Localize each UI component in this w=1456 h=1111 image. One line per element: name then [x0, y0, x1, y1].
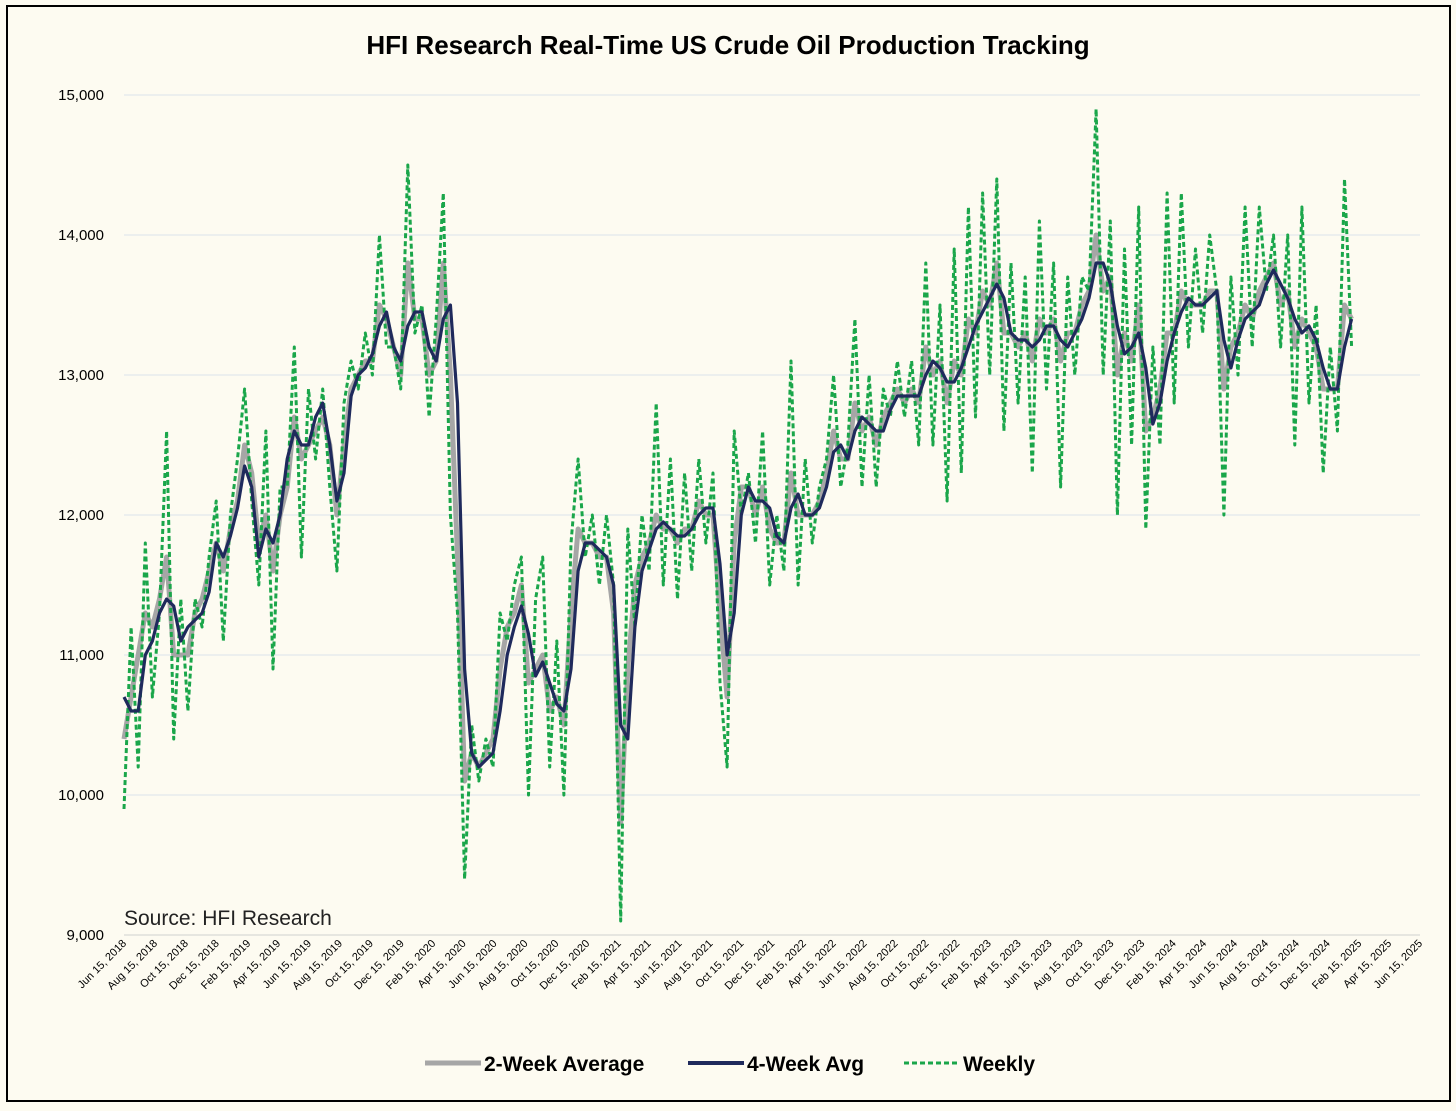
series-4-week-avg-line — [122, 261, 1354, 769]
chart-frame — [6, 5, 1451, 1102]
series-2-week-average-line — [121, 232, 1354, 826]
y-axis-ticks: 9,000 10,000 11,000 12,000 13,000 14,000 15,00… — [58, 87, 104, 944]
y-tick-label: 13,000 — [58, 367, 104, 384]
legend: 2-Week Average 4-Week Avg Weekly — [425, 1053, 1035, 1076]
y-tick-label: 15,000 — [58, 87, 104, 104]
source-annotation: Source: HFI Research — [124, 907, 332, 930]
series-lines — [121, 107, 1354, 923]
y-tick-label: 10,000 — [58, 787, 104, 804]
legend-weekly-label: Weekly — [963, 1053, 1035, 1076]
series-weekly-line — [122, 107, 1354, 923]
gridlines — [124, 94, 1420, 936]
y-tick-label: 12,000 — [58, 507, 104, 524]
chart-title: HFI Research Real-Time US Crude Oil Prod… — [366, 30, 1089, 60]
y-tick-label: 9,000 — [66, 927, 104, 944]
y-tick-label: 14,000 — [58, 227, 104, 244]
legend-2-week-average-label: 2-Week Average — [484, 1053, 644, 1076]
y-tick-label: 11,000 — [59, 647, 104, 664]
legend-4-week-avg-label: 4-Week Avg — [747, 1053, 864, 1076]
